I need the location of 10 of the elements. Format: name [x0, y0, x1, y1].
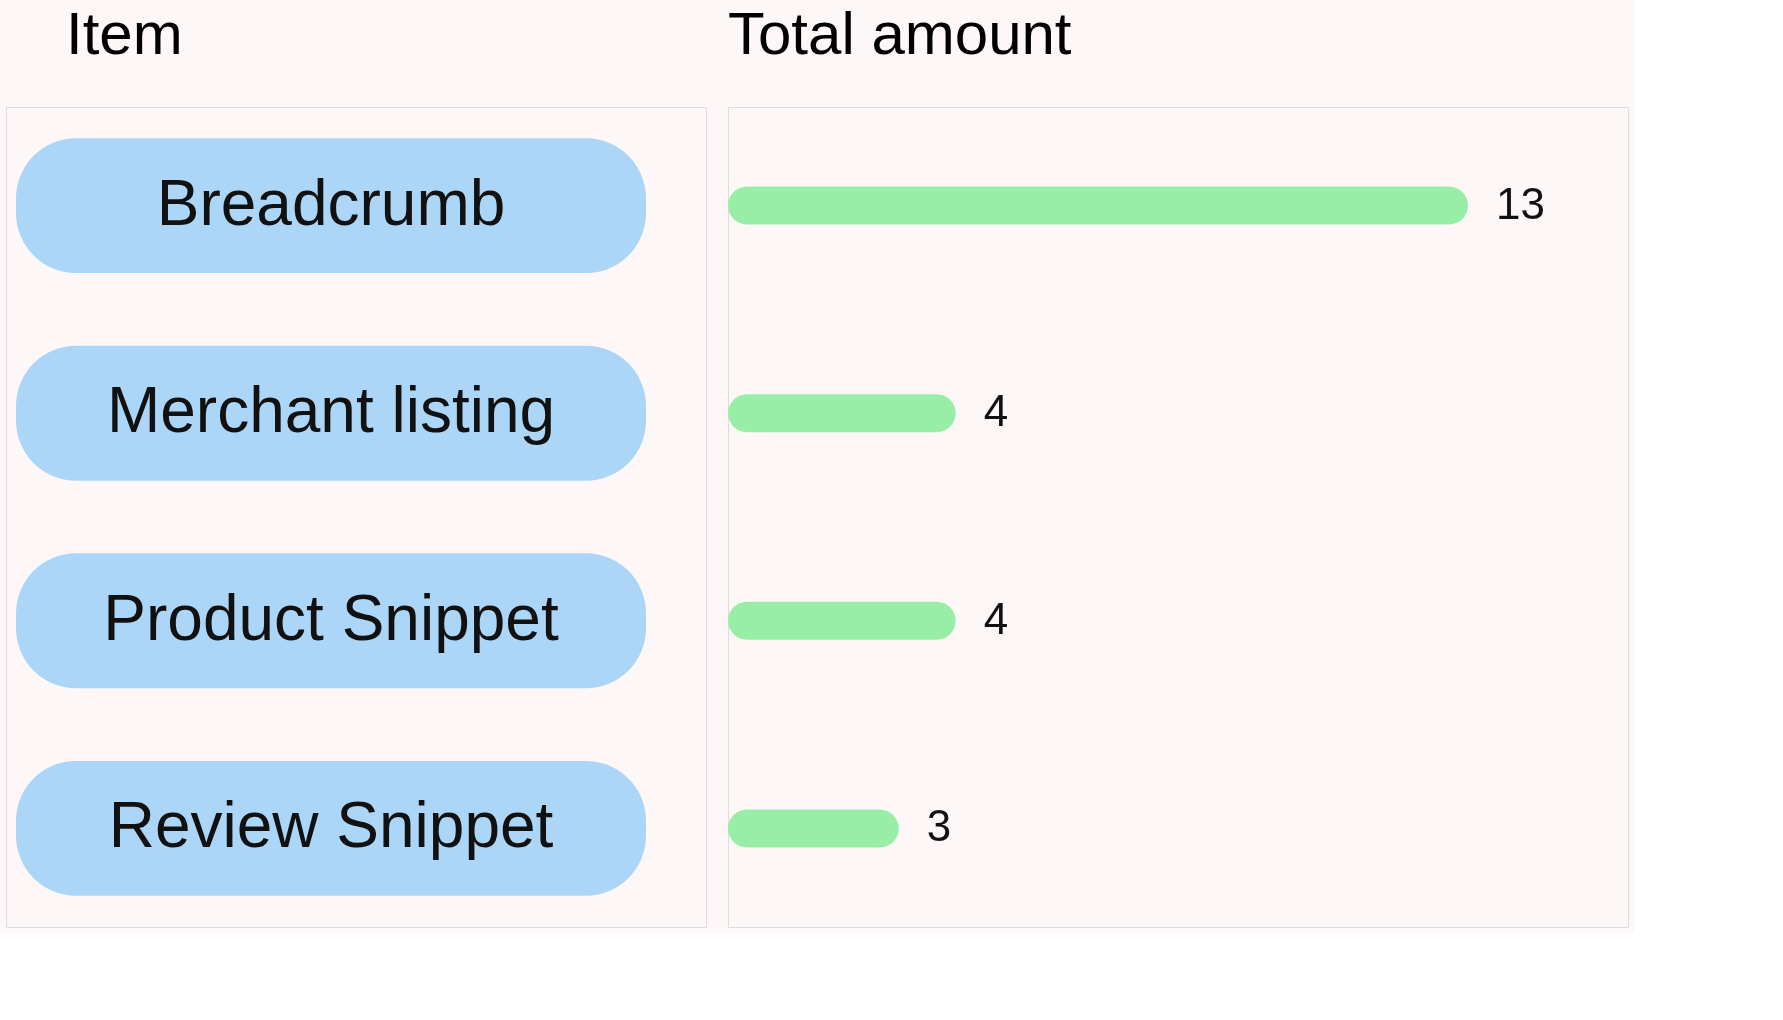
y-tick-label: Review Snippet [108, 789, 554, 862]
x-axis-title: Total amount [728, 0, 1072, 67]
data-label: 4 [983, 593, 1009, 643]
data-label: 4 [983, 386, 1009, 436]
y-tick-label: Merchant listing [106, 374, 556, 447]
data-label: 13 [1496, 178, 1545, 228]
data-label: 3 [926, 801, 952, 851]
y-tick-label: Product Snippet [103, 581, 559, 654]
y-axis-title: Item [66, 0, 183, 67]
y-tick-label: Breadcrumb [156, 166, 506, 239]
